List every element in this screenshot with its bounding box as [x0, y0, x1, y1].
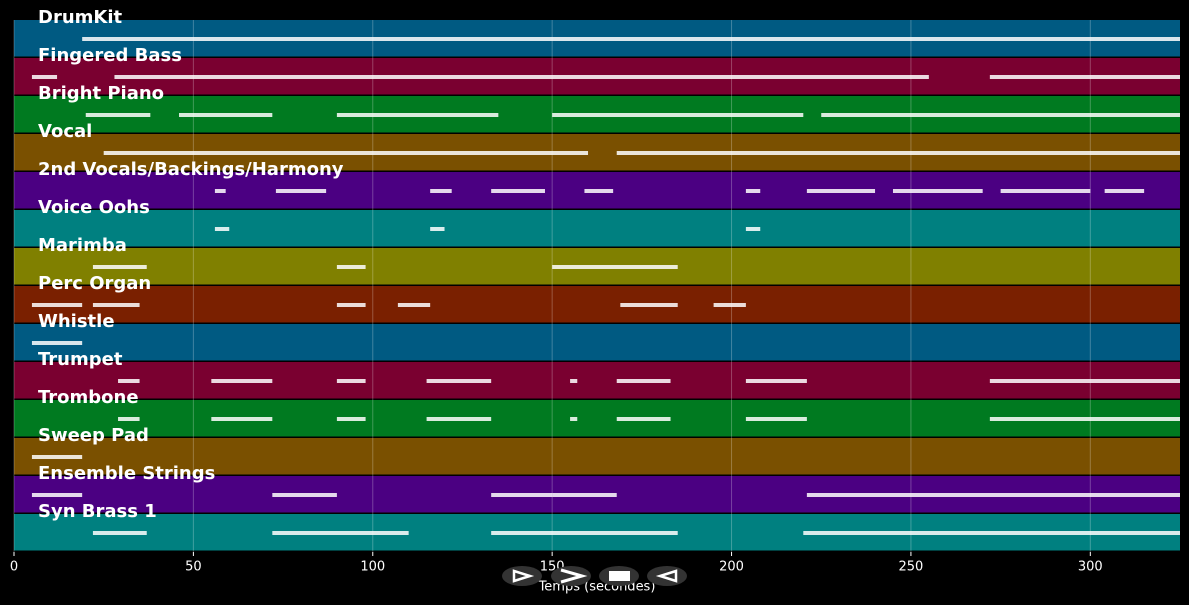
note-segment	[92, 303, 140, 307]
note-segment	[430, 227, 445, 231]
note-segment	[570, 379, 578, 383]
note-segment	[570, 417, 578, 421]
x-tick-label: 0	[10, 560, 18, 575]
note-segment	[272, 531, 409, 535]
note-segment	[214, 189, 226, 193]
note-segment	[552, 493, 617, 497]
note-segment	[31, 493, 83, 497]
track-name: DrumKit	[38, 7, 123, 28]
track-name: 2nd Vocals/Backings/Harmony	[38, 159, 344, 180]
note-segment	[620, 303, 678, 307]
note-segment	[336, 303, 366, 307]
note-segment	[118, 417, 140, 421]
note-segment	[713, 303, 746, 307]
track-name: Sweep Pad	[38, 425, 149, 446]
track-name: Trombone	[38, 387, 139, 408]
note-segment	[616, 379, 671, 383]
x-tick-label: 250	[899, 560, 924, 575]
note-segment	[803, 531, 1180, 535]
note-segment	[82, 37, 1181, 41]
x-tick-label: 300	[1078, 560, 1103, 575]
note-segment	[336, 265, 366, 269]
track-name: Vocal	[38, 121, 92, 142]
note-segment	[616, 151, 1180, 155]
note-segment	[491, 531, 678, 535]
note-segment	[806, 493, 1180, 497]
x-tick-label: 100	[360, 560, 385, 575]
track-name: Bright Piano	[38, 83, 164, 104]
track-lane	[14, 286, 1180, 323]
note-segment	[821, 113, 1180, 117]
x-tick-label: 200	[719, 560, 744, 575]
note-segment	[31, 75, 58, 79]
track-name: Fingered Bass	[38, 45, 182, 66]
note-segment	[989, 379, 1180, 383]
x-tick-label: 50	[185, 560, 202, 575]
playback-controls	[502, 566, 687, 586]
note-segment	[103, 151, 589, 155]
note-segment	[179, 113, 273, 117]
note-segment	[426, 417, 492, 421]
note-segment	[745, 227, 761, 231]
note-segment	[1104, 189, 1145, 193]
rewind-button[interactable]	[647, 566, 687, 586]
note-segment	[336, 379, 366, 383]
note-segment	[989, 75, 1180, 79]
note-segment	[31, 303, 83, 307]
note-segment	[336, 417, 366, 421]
note-segment	[426, 379, 492, 383]
note-segment	[584, 189, 614, 193]
track-name: Syn Brass 1	[38, 501, 157, 522]
note-segment	[211, 417, 273, 421]
track-lane	[14, 438, 1180, 475]
note-segment	[31, 455, 83, 459]
note-segment	[92, 265, 147, 269]
track-name: Whistle	[38, 311, 115, 332]
note-segment	[552, 113, 804, 117]
track-lane	[14, 362, 1180, 399]
note-segment	[114, 75, 929, 79]
track-lane	[14, 210, 1180, 247]
note-segment	[1000, 189, 1091, 193]
note-segment	[491, 189, 545, 193]
note-segment	[31, 341, 83, 345]
note-segment	[745, 189, 761, 193]
stop-button[interactable]	[599, 566, 639, 586]
note-segment	[336, 113, 499, 117]
track-name: Perc Organ	[38, 273, 151, 294]
plot: DrumKit Fingered Bass Bright Piano Vocal 2nd…	[10, 7, 1181, 575]
track-name: Marimba	[38, 235, 127, 256]
note-segment	[272, 493, 337, 497]
note-segment	[552, 265, 678, 269]
note-segment	[214, 227, 230, 231]
note-segment	[745, 379, 807, 383]
track-name: Ensemble Strings	[38, 463, 215, 484]
note-segment	[892, 189, 983, 193]
note-segment	[92, 531, 147, 535]
note-segment	[616, 417, 671, 421]
note-segment	[745, 417, 807, 421]
track-lane	[14, 400, 1180, 437]
note-segment	[491, 493, 553, 497]
play-button[interactable]	[502, 566, 542, 586]
track-lane	[14, 324, 1180, 361]
note-segment	[989, 417, 1180, 421]
note-segment	[430, 189, 452, 193]
track-name: Trumpet	[38, 349, 123, 370]
note-segment	[211, 379, 273, 383]
note-segment	[397, 303, 431, 307]
forward-button[interactable]	[551, 566, 591, 586]
note-segment	[275, 189, 327, 193]
note-segment	[118, 379, 140, 383]
note-segment	[85, 113, 151, 117]
track-name: Voice Oohs	[38, 197, 150, 218]
note-segment	[806, 189, 876, 193]
